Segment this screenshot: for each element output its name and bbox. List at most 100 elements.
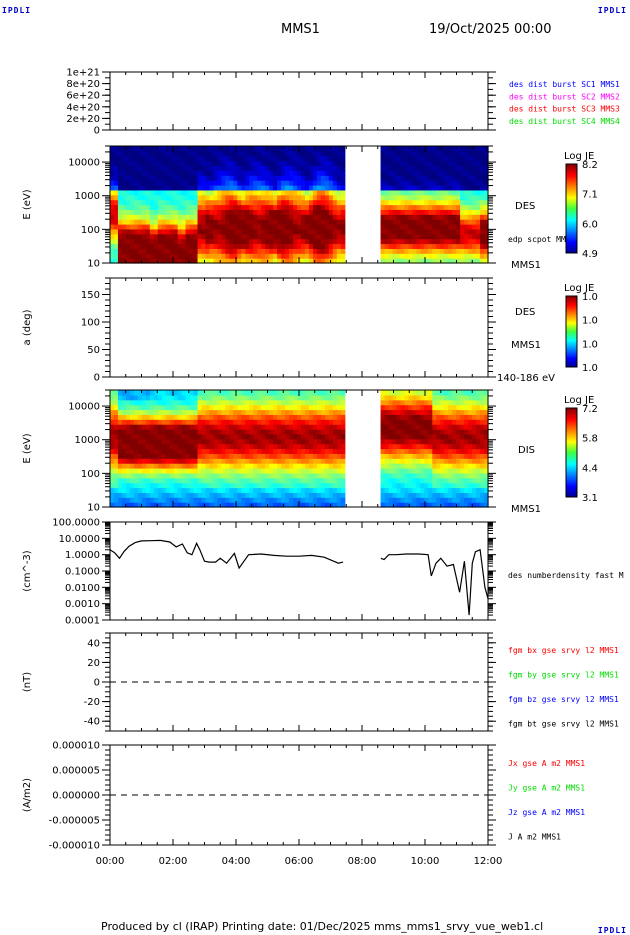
spectrogram-cell (301, 185, 306, 190)
spectrogram-cell (261, 156, 266, 161)
spectrogram-cell (205, 405, 210, 410)
spectrogram-cell (412, 429, 417, 434)
spectrogram-cell (114, 405, 119, 410)
spectrogram-cell (110, 458, 115, 463)
spectrogram-cell (301, 161, 306, 166)
spectrogram-cell (162, 195, 167, 200)
spectrogram-cell (313, 410, 318, 415)
spectrogram-cell (186, 166, 191, 171)
spectrogram-cell (460, 483, 465, 488)
spectrogram-cell (269, 224, 274, 229)
spectrogram-cell (158, 473, 163, 478)
spectrogram-cell (452, 463, 457, 468)
legend-entry: Jx gse A m2 MMS1 (508, 759, 585, 768)
spectrogram-cell (428, 497, 433, 502)
spectrogram-cell (194, 424, 199, 429)
spectrogram-cell (233, 424, 238, 429)
spectrogram-cell (241, 429, 246, 434)
spectrogram-cell (385, 234, 390, 239)
spectrogram-cell (213, 492, 218, 497)
spectrogram-cell (460, 229, 465, 234)
spectrogram-cell (142, 205, 147, 210)
spectrogram-cell (317, 185, 322, 190)
spectrogram-cell (245, 414, 250, 419)
spectrogram-cell (321, 185, 326, 190)
spectrogram-cell (456, 488, 461, 493)
spectrogram-cell (245, 444, 250, 449)
spectrogram-cell (341, 200, 346, 205)
spectrogram-cell (174, 483, 179, 488)
spectrogram-cell (460, 439, 465, 444)
spectrogram-cell (404, 214, 409, 219)
spectrogram-cell (142, 414, 147, 419)
spectrogram-cell (301, 200, 306, 205)
spectrogram-cell (428, 468, 433, 473)
spectrogram-cell (209, 170, 214, 175)
spectrogram-cell (146, 239, 151, 244)
spectrogram-cell (150, 429, 155, 434)
spectrogram-cell (174, 244, 179, 249)
spectrogram-cell (385, 170, 390, 175)
spectrogram-cell (420, 405, 425, 410)
spectrogram-cell (142, 463, 147, 468)
spectrogram-cell (281, 229, 286, 234)
spectrogram-cell (269, 205, 274, 210)
spectrogram-cell (198, 453, 203, 458)
spectrogram-cell (385, 449, 390, 454)
spectrogram-cell (134, 473, 139, 478)
spectrogram-cell (225, 185, 230, 190)
spacecraft-label: MMS1 (511, 340, 541, 351)
spectrogram-cell (468, 478, 473, 483)
spectrogram-cell (396, 253, 401, 258)
spectrogram-cell (393, 190, 398, 195)
spectrogram-cell (241, 151, 246, 156)
spectrogram-cell (150, 400, 155, 405)
spectrogram-cell (408, 410, 413, 415)
spectrogram-cell (305, 424, 310, 429)
spectrogram-cell (385, 156, 390, 161)
spectrogram-cell (213, 497, 218, 502)
spectrogram-cell (400, 458, 405, 463)
spectrogram-cell (393, 478, 398, 483)
spectrogram-cell (436, 219, 441, 224)
spectrogram-cell (337, 229, 342, 234)
spectrogram-cell (385, 219, 390, 224)
spectrogram-cell (245, 151, 250, 156)
spectrogram-cell (158, 429, 163, 434)
spectrogram-cell (257, 414, 262, 419)
spectrogram-cell (257, 400, 262, 405)
spectrogram-cell (412, 400, 417, 405)
spectrogram-cell (396, 214, 401, 219)
spectrogram-cell (321, 410, 326, 415)
spectrogram-cell (269, 497, 274, 502)
spectrogram-cell (134, 400, 139, 405)
spectrogram-cell (432, 166, 437, 171)
spectrogram-cell (233, 239, 238, 244)
spectrogram-cell (265, 161, 270, 166)
spectrogram-cell (217, 229, 222, 234)
spectrogram-cell (381, 244, 386, 249)
spectrogram-cell (154, 410, 159, 415)
spectrogram-cell (118, 449, 123, 454)
spectrogram-cell (229, 449, 234, 454)
spectrogram-cell (261, 468, 266, 473)
spectrogram-cell (440, 444, 445, 449)
spectrogram-cell (209, 478, 214, 483)
spectrogram-cell (174, 224, 179, 229)
spectrogram-cell (341, 473, 346, 478)
spectrogram-cell (154, 478, 159, 483)
spectrogram-cell (305, 219, 310, 224)
spectrogram-cell (381, 488, 386, 493)
spectrogram-cell (249, 224, 254, 229)
spectrogram-cell (424, 414, 429, 419)
spectrogram-cell (217, 214, 222, 219)
spectrogram-cell (385, 414, 390, 419)
spectrogram-cell (285, 478, 290, 483)
spectrogram-cell (273, 444, 278, 449)
spectrogram-cell (333, 234, 338, 239)
spectrogram-cell (150, 185, 155, 190)
spectrogram-cell (158, 200, 163, 205)
spectrogram-cell (400, 463, 405, 468)
spectrogram-cell (198, 156, 203, 161)
spectrogram-cell (265, 229, 270, 234)
